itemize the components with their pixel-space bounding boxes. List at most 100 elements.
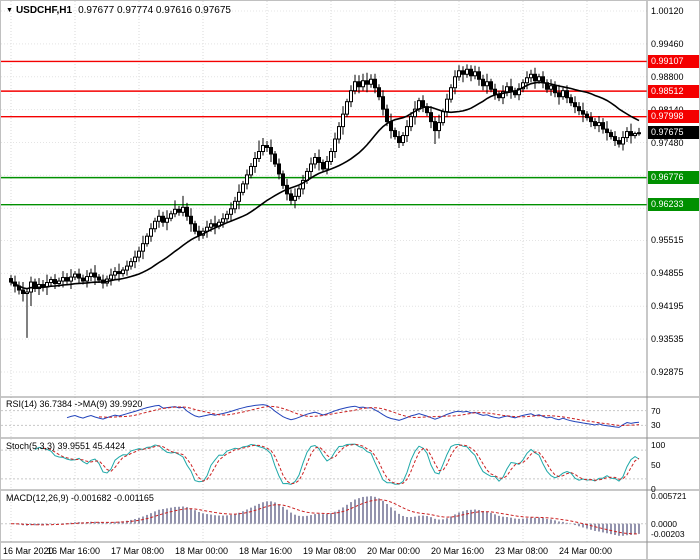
candle-body xyxy=(69,276,73,282)
candle-body xyxy=(585,113,589,119)
candle-body xyxy=(493,88,497,95)
candle-body xyxy=(589,117,593,123)
candle-body xyxy=(341,113,345,128)
candle-body xyxy=(165,217,169,223)
candle-body xyxy=(77,273,81,279)
candle-body xyxy=(449,87,453,100)
candle-body xyxy=(65,277,69,282)
candle-body xyxy=(597,122,601,127)
candle-body xyxy=(397,136,401,144)
candle-body xyxy=(553,85,557,94)
candle-body xyxy=(613,136,617,142)
candle-body xyxy=(385,108,389,123)
candle-body xyxy=(125,265,129,271)
candle-body xyxy=(109,274,113,280)
candle-body xyxy=(25,291,29,295)
price-axis[interactable] xyxy=(647,1,699,542)
candle-body xyxy=(429,112,433,123)
candle-body xyxy=(621,137,625,145)
candle-body xyxy=(213,223,217,227)
time-axis[interactable] xyxy=(1,542,699,559)
candle-body xyxy=(177,208,181,213)
candle-body xyxy=(593,121,597,127)
candle-body xyxy=(309,163,313,172)
candle-body xyxy=(257,151,261,159)
candle-body xyxy=(521,82,525,90)
candle-body xyxy=(53,279,57,285)
candle-body xyxy=(93,272,97,278)
candle-body xyxy=(465,68,469,75)
candle-body xyxy=(381,96,385,110)
candle-body xyxy=(625,131,629,139)
candle-body xyxy=(349,90,353,103)
candle-body xyxy=(301,179,305,190)
candle-body xyxy=(133,256,137,263)
candle-body xyxy=(525,77,529,84)
candle-body xyxy=(273,153,277,165)
candle-body xyxy=(325,160,329,170)
candle-body xyxy=(537,76,541,82)
candle-body xyxy=(129,261,133,267)
candle-body xyxy=(89,272,93,278)
candle-body xyxy=(249,165,253,176)
candle-body xyxy=(369,78,373,85)
candle-body xyxy=(277,163,281,175)
candle-body xyxy=(209,223,213,228)
candle-body xyxy=(117,271,121,275)
candle-body xyxy=(57,280,61,285)
candle-body xyxy=(509,86,513,92)
candle-body xyxy=(141,243,145,252)
candle-body xyxy=(629,131,633,137)
candle-body xyxy=(637,132,641,135)
rsi-signal-line xyxy=(98,405,640,427)
candle-body xyxy=(153,220,157,230)
candle-body xyxy=(573,102,577,108)
candle-body xyxy=(505,86,509,93)
stoch-k-line xyxy=(34,443,640,485)
candle-body xyxy=(245,174,249,185)
candle-body xyxy=(501,91,505,99)
candle-body xyxy=(321,161,325,170)
candle-body xyxy=(161,215,165,223)
candle-body xyxy=(61,277,65,282)
candle-body xyxy=(241,183,245,193)
candle-body xyxy=(237,191,241,202)
candle-body xyxy=(481,78,485,87)
candle-body xyxy=(121,269,125,275)
candle-body xyxy=(469,68,473,77)
ma-line xyxy=(10,81,640,290)
candle-body xyxy=(229,208,233,215)
candle-body xyxy=(149,228,153,237)
candle-body xyxy=(265,145,269,149)
candle-body xyxy=(409,116,413,128)
candle-body xyxy=(489,81,493,90)
candle-body xyxy=(253,157,257,167)
candle-body xyxy=(445,98,449,113)
candle-body xyxy=(405,126,409,137)
candle-body xyxy=(49,279,53,284)
candle-body xyxy=(601,122,605,130)
macd-signal-line xyxy=(10,499,639,535)
candle-body xyxy=(233,200,237,210)
candle-body xyxy=(221,218,225,223)
candle-body xyxy=(97,276,101,281)
stoch-d-line xyxy=(42,443,640,485)
candle-body xyxy=(557,92,561,98)
candle-body xyxy=(345,101,349,115)
candle-body xyxy=(477,71,481,80)
candle-body xyxy=(85,276,89,282)
candle-body xyxy=(137,250,141,258)
candle-body xyxy=(313,156,317,165)
candle-body xyxy=(81,277,85,282)
candle-body xyxy=(569,97,573,104)
candle-body xyxy=(193,223,197,232)
candle-body xyxy=(453,76,457,89)
candle-body xyxy=(457,70,461,78)
candle-body xyxy=(169,213,173,219)
candle-body xyxy=(401,135,405,144)
candle-body xyxy=(433,121,437,132)
candle-body xyxy=(357,81,361,88)
candle-body xyxy=(9,278,13,283)
candle-body xyxy=(377,87,381,98)
